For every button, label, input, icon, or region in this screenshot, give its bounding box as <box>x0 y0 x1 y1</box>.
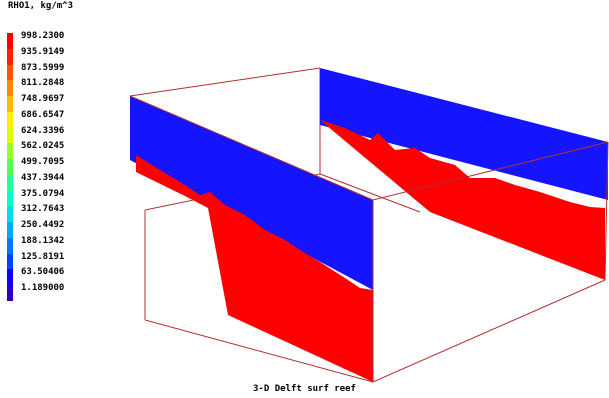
frame-edge-bottom-back <box>319 173 421 213</box>
legend-swatch <box>7 253 13 270</box>
legend-label: 437.3944 <box>21 172 65 183</box>
legend-label: 188.1342 <box>21 235 65 246</box>
legend-label: 125.8191 <box>21 251 65 262</box>
legend-label: 624.3396 <box>21 125 65 136</box>
front-slice-air-region <box>130 96 373 290</box>
legend-label: 811.2848 <box>21 78 65 89</box>
legend-title: RHO1, kg/m^3 <box>8 1 74 11</box>
legend-swatch <box>7 64 13 81</box>
frame-edge-top-front <box>129 95 374 201</box>
legend-swatch <box>7 237 13 254</box>
legend-label: 686.6547 <box>21 109 65 120</box>
legend-swatch <box>7 111 13 128</box>
legend-label: 250.4492 <box>21 220 65 230</box>
legend-label: 748.9697 <box>21 94 65 104</box>
legend-swatch <box>7 285 13 301</box>
legend-swatch <box>7 48 13 65</box>
back-slice-air-region <box>320 68 608 200</box>
frame-edge-top-right <box>372 141 609 201</box>
legend-swatch <box>7 159 13 175</box>
front-slice <box>130 96 373 382</box>
legend-swatch <box>7 143 13 159</box>
legend-swatch <box>7 80 13 96</box>
frame-edge-top-back <box>129 67 321 97</box>
legend-label: 1.189000 <box>21 283 65 293</box>
legend-swatch <box>7 206 13 222</box>
legend-label: 375.0794 <box>21 188 65 199</box>
frame-edge-bottom-right <box>372 279 606 383</box>
legend-swatch <box>7 33 13 49</box>
frame-edge-bottom-front <box>144 319 374 383</box>
legend-swatch <box>7 174 13 191</box>
legend-label: 63.50406 <box>21 267 65 278</box>
plot-caption: 3-D Delft surf reef <box>253 384 356 394</box>
legend-label: 562.0245 <box>21 141 65 152</box>
back-slice <box>320 68 608 280</box>
frame-edge-vertical-right <box>604 141 609 281</box>
legend-swatch <box>7 190 13 207</box>
bounding-box-front <box>129 95 609 382</box>
legend-swatch <box>7 96 13 112</box>
legend-label: 873.5999 <box>21 62 65 73</box>
legend-swatch <box>7 222 13 238</box>
legend-label: 312.7643 <box>21 204 65 215</box>
back-slice-water-region <box>320 120 605 280</box>
legend-label: 499.7095 <box>21 157 65 167</box>
legend-swatch <box>7 127 13 144</box>
legend-label: 998.2300 <box>21 31 65 41</box>
front-slice-water-region <box>136 155 373 382</box>
legend-label: 935.9149 <box>21 46 65 57</box>
legend-swatch <box>7 269 13 285</box>
